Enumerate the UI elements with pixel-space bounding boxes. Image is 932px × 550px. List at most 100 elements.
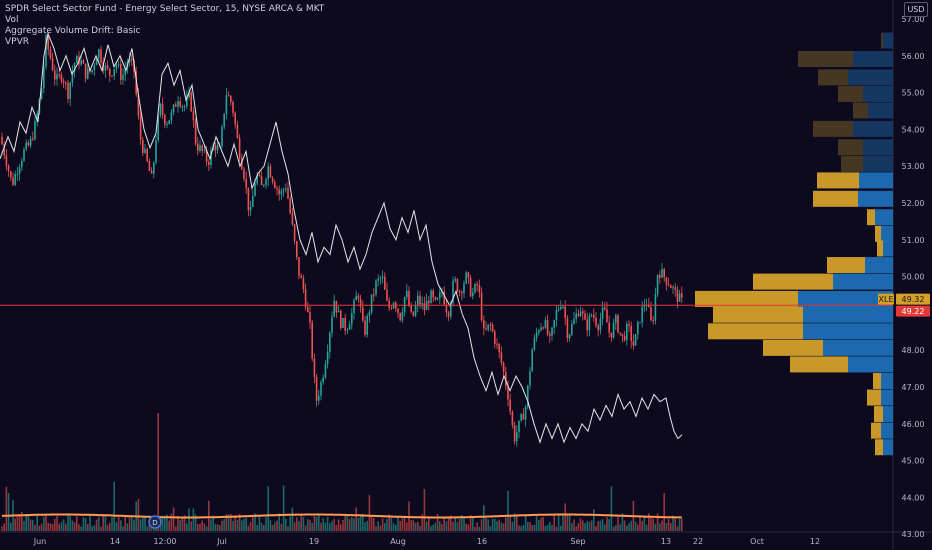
legend-volume[interactable]: Vol [5,15,19,25]
volume-bar [25,514,27,531]
candle-body [388,300,390,308]
candle-body [276,187,278,190]
candle-body [36,113,38,121]
volume-profile-up-bar [883,406,893,423]
candle-body [93,65,96,70]
volume-bar [3,523,5,531]
candle-body [588,315,591,331]
price-tick-label: 48.00 [902,346,925,355]
candle-body [538,330,540,333]
volume-bar [656,513,659,531]
volume-bar [106,525,109,531]
candle-body [344,318,346,331]
chart-legend: SPDR Select Sector Fund - Energy Select … [5,4,324,48]
candle-body [18,167,21,174]
volume-bar [463,518,465,531]
candle-body [674,287,676,290]
candle-body [3,144,5,156]
volume-bar [676,526,679,531]
volume-bar [175,526,177,531]
candle-body [428,300,430,304]
candle-body [247,187,250,211]
candle-body [100,49,102,63]
volume-bar [67,515,69,531]
volume-bar [485,517,487,531]
candle-body [194,120,197,144]
candle-body [155,140,157,163]
volume-bar [322,518,324,531]
candle-body [271,177,274,183]
candle-body [469,277,472,297]
volume-bar [115,522,118,531]
candle-body [500,352,503,363]
candle-body [289,198,291,213]
volume-bar [621,513,624,531]
volume-bar [362,513,364,531]
candle-body [452,280,454,303]
candle-body [216,145,219,151]
volume-bar [575,526,577,531]
volume-bar [584,523,586,531]
candle-body [661,268,663,278]
volume-bar [98,517,100,531]
volume-bar [214,523,217,531]
candle-body [456,279,459,292]
volume-bar [254,513,256,531]
volume-profile-down-bar [841,155,863,172]
volume-bar [342,519,344,531]
volume-bar [573,519,575,531]
candle-body [564,306,566,319]
volume-bar [161,515,164,531]
volume-bar [18,515,21,531]
volume-bar [36,514,38,531]
volume-bar [588,522,591,531]
volume-bar [608,519,610,531]
candle-body [21,160,23,168]
event-marker-icon[interactable]: D [148,515,162,529]
price-axis[interactable]: 57.00 56.00 55.00 54.00 53.00 52.00 51.00 50.00… [902,15,925,539]
legend-vpvr-indicator[interactable]: VPVR [5,37,29,47]
volume-bar [142,517,144,531]
volume-bar [38,525,41,531]
volume-bar [397,516,399,531]
volume-bar [243,518,245,531]
volume-bar [599,520,602,531]
candle-body [579,311,582,317]
time-tick-label: 16 [477,537,487,546]
volume-bar [417,521,419,531]
volume-bar [555,526,558,531]
volume-bar [461,515,463,531]
legend-title: SPDR Select Sector Fund - Energy Select … [5,4,325,14]
candle-body [430,290,432,304]
volume-bar [14,518,16,531]
price-tick-label: 51.00 [902,236,925,245]
volume-bar [513,513,516,531]
currency-badge[interactable]: USD [904,2,928,17]
volume-bar [21,511,23,531]
legend-drift-indicator[interactable]: Aggregate Volume Drift: Basic [5,26,141,36]
volume-bar [128,516,131,531]
volume-bar [386,518,388,531]
candle-body [309,312,311,323]
volume-bar [454,516,456,531]
candle-body [601,307,604,319]
volume-bar [234,515,236,531]
volume-bar [309,520,311,531]
volume-bar [505,517,507,531]
volume-bar [571,523,573,531]
volume-bar [406,522,408,531]
volume-bar [241,520,243,531]
volume-bar [329,523,331,531]
volume-bar [146,526,148,531]
candle-body [608,322,610,333]
volume-bar [439,521,441,531]
candle-body [27,142,30,146]
candle-body [307,307,309,313]
time-tick-label: Oct [750,537,764,546]
candle-body [533,337,536,350]
volume-profile-up-bar [863,139,893,156]
candle-body [280,190,283,195]
candle-body [260,176,263,185]
time-axis[interactable]: Jun 14 12:00 Jul 19 Aug 16 Sep 13 22 Oct 12 [33,537,820,546]
